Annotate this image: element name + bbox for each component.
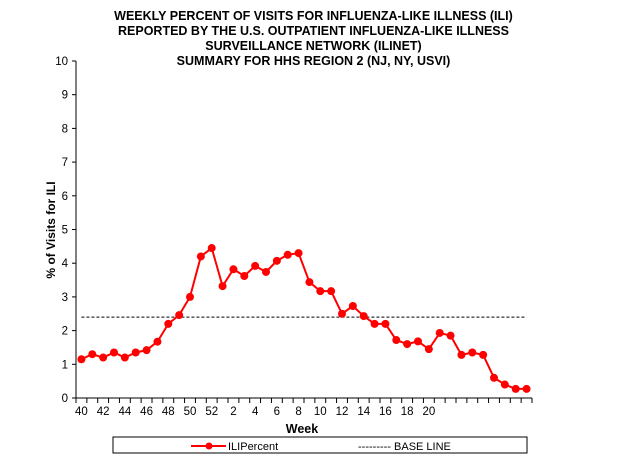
x-tick-label: 18 [401, 406, 414, 418]
ili-data-point [153, 337, 162, 346]
x-tick-label: 52 [205, 406, 218, 418]
title-line: SUMMARY FOR HHS REGION 2 (NJ, NY, USVI) [176, 54, 451, 68]
ili-data-point [370, 319, 379, 328]
title-line: SURVEILLANCE NETWORK (ILINET) [205, 39, 422, 53]
title-line: WEEKLY PERCENT OF VISITS FOR INFLUENZA-L… [114, 9, 513, 23]
x-tick-label: 46 [140, 406, 153, 418]
ili-data-point [305, 278, 314, 287]
x-tick-label: 8 [295, 406, 301, 418]
legend-ili-marker [205, 442, 213, 450]
ili-data-point [99, 353, 108, 362]
ili-data-point [511, 384, 520, 393]
ili-data-point [500, 380, 509, 389]
ili-data-point [490, 373, 498, 382]
y-axis-label: % of Visits for ILI [44, 181, 58, 278]
ili-data-point [414, 337, 422, 346]
ili-data-point [120, 353, 129, 362]
ili-data-point [283, 250, 292, 259]
x-tick-label: 16 [379, 406, 392, 418]
ili-data-point [338, 309, 346, 318]
y-tick-label: 3 [62, 292, 68, 304]
legend-ili-label: ILIPercent [228, 441, 278, 453]
y-tick-label: 1 [62, 359, 68, 371]
y-tick-label: 10 [55, 56, 68, 68]
ili-data-point [142, 346, 151, 355]
x-tick-label: 4 [252, 406, 259, 418]
y-tick-label: 8 [62, 123, 68, 135]
y-tick-label: 0 [62, 393, 68, 405]
ili-data-point [218, 282, 227, 291]
ili-data-point [316, 287, 325, 296]
ili-data-point [327, 287, 336, 296]
ili-series-line [81, 246, 527, 390]
ili-data-point [479, 350, 488, 359]
ili-data-point [207, 244, 216, 253]
x-tick-label: 12 [336, 406, 349, 418]
y-tick-label: 5 [62, 225, 68, 237]
ili-data-point [131, 348, 140, 357]
legend-baseline-label: --------- BASE LINE [358, 441, 451, 453]
chart-title: WEEKLY PERCENT OF VISITS FOR INFLUENZA-L… [0, 9, 627, 69]
y-tick-label: 4 [62, 258, 69, 270]
ili-data-point [240, 272, 249, 281]
ili-data-point [262, 267, 270, 276]
ili-data-point [229, 265, 238, 274]
y-tick-label: 7 [62, 157, 68, 169]
ili-data-point [186, 292, 194, 301]
legend-box [112, 436, 528, 454]
x-tick-label: 44 [118, 406, 131, 418]
title-line: REPORTED BY THE U.S. OUTPATIENT INFLUENZ… [118, 24, 509, 38]
ili-data-point [381, 319, 390, 328]
ili-data-point [251, 261, 260, 270]
ili-data-point [522, 384, 531, 393]
ili-data-point [468, 348, 477, 357]
ili-data-point [392, 336, 401, 345]
x-tick-label: 6 [274, 406, 280, 418]
ili-data-point [110, 348, 118, 357]
ili-data-point [457, 350, 466, 359]
ili-data-point [294, 249, 303, 258]
x-tick-label: 20 [422, 406, 435, 418]
x-tick-label: 14 [357, 406, 370, 418]
x-tick-label: 10 [314, 406, 327, 418]
x-tick-label: 42 [97, 406, 110, 418]
ili-data-point [348, 301, 357, 310]
x-tick-label: 40 [75, 406, 88, 418]
x-tick-label: 50 [184, 406, 197, 418]
ili-data-point [164, 319, 173, 328]
ili-data-point [446, 331, 455, 340]
y-tick-label: 6 [62, 191, 68, 203]
ili-data-point [359, 312, 368, 321]
y-tick-label: 9 [62, 90, 68, 102]
x-tick-label: 48 [162, 406, 175, 418]
ili-data-point [403, 340, 412, 349]
y-tick-label: 2 [62, 326, 68, 338]
ili-data-point [272, 256, 281, 265]
ili-data-point [424, 345, 433, 354]
ili-data-point [77, 355, 86, 364]
ili-data-point [196, 252, 205, 261]
ili-data-point [175, 311, 184, 320]
ili-data-point [88, 350, 97, 359]
ili-data-point [435, 328, 444, 337]
x-tick-label: 2 [230, 406, 236, 418]
x-axis-label: Week [286, 422, 318, 436]
